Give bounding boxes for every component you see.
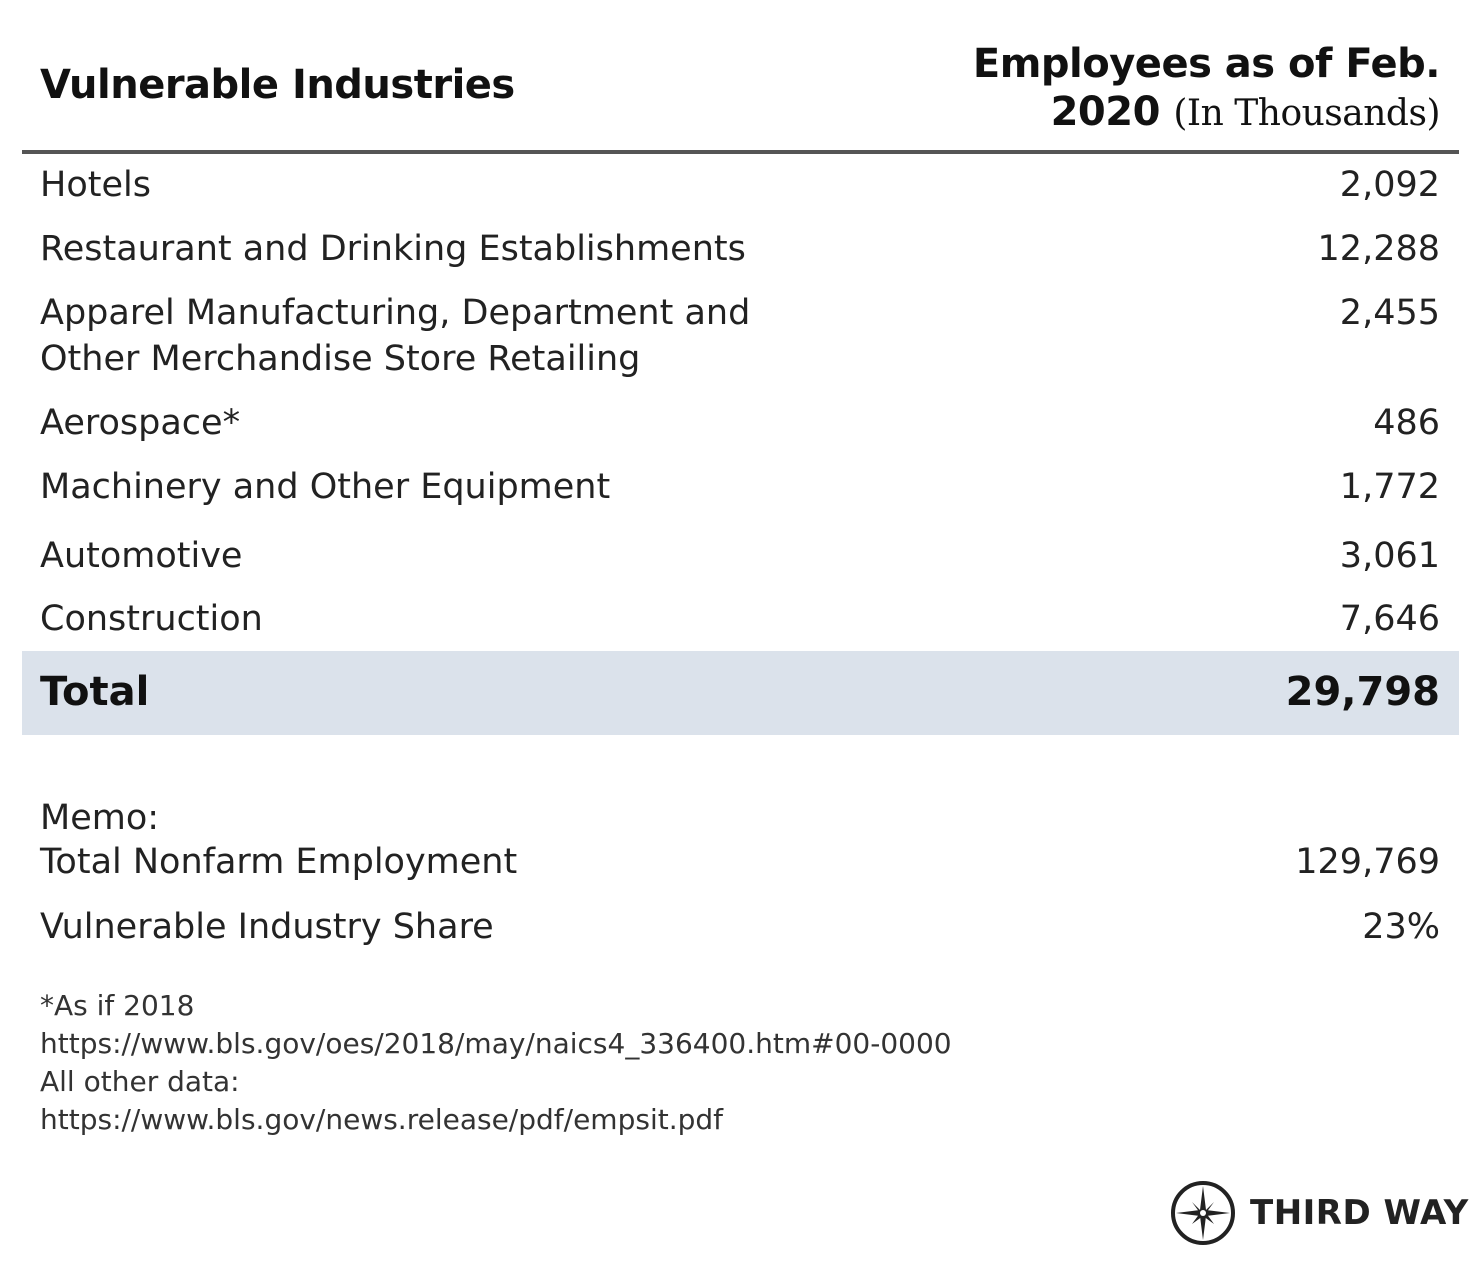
header-line-1: Employees as of Feb. (972, 41, 1441, 87)
row-value: 23% (1362, 907, 1440, 947)
row-value: 129,769 (1295, 842, 1440, 882)
row-label: Machinery and Other Equipment (40, 467, 611, 507)
row-value: 486 (1373, 403, 1440, 443)
column-header-employees: Employees as of Feb. 2020 (In Thousands) (972, 40, 1441, 138)
total-row: Total 29,798 (22, 651, 1459, 735)
logo-text: THIRD WAY (1250, 1193, 1469, 1233)
header-year: 2020 (1050, 89, 1161, 135)
source-link[interactable]: https://www.bls.gov/oes/2018/may/naics4_… (40, 1027, 952, 1060)
table-row: Construction 7,646 (40, 596, 1440, 642)
row-label: Construction (40, 599, 263, 639)
row-value: 2,092 (1339, 165, 1440, 205)
row-value: 1,772 (1339, 467, 1440, 507)
total-label: Total (40, 669, 150, 715)
row-label: Total Nonfarm Employment (40, 842, 518, 882)
row-label: Vulnerable Industry Share (40, 907, 494, 947)
row-label: Apparel Manufacturing, Department and Ot… (40, 293, 751, 379)
total-value: 29,798 (1285, 669, 1440, 715)
third-way-logo: THIRD WAY (1170, 1180, 1469, 1246)
table-row: Hotels 2,092 (40, 162, 1440, 208)
footnote: *As if 2018 (40, 989, 195, 1022)
source-link[interactable]: https://www.bls.gov/news.release/pdf/emp… (40, 1103, 724, 1136)
footnotes: *As if 2018 https://www.bls.gov/oes/2018… (40, 987, 952, 1139)
row-value: 2,455 (1339, 293, 1440, 333)
table-row: Automotive 3,061 (40, 533, 1440, 579)
row-label: Aerospace* (40, 403, 241, 443)
row-value: 3,061 (1339, 536, 1440, 576)
header-line-2: 2020 (In Thousands) (973, 88, 1441, 138)
table-row: Machinery and Other Equipment 1,772 (40, 464, 1440, 510)
memo-title-row: Memo: (40, 795, 1440, 841)
row-label: Hotels (40, 165, 151, 205)
header-units: (In Thousands) (1173, 93, 1440, 134)
table-row: Apparel Manufacturing, Department and Ot… (40, 290, 1440, 382)
column-header-industries: Vulnerable Industries (40, 62, 515, 108)
row-label: Restaurant and Drinking Establishments (40, 229, 746, 269)
row-label: Automotive (40, 536, 243, 576)
memo-row: Vulnerable Industry Share 23% (40, 904, 1440, 950)
memo-row: Total Nonfarm Employment 129,769 (40, 839, 1440, 885)
row-value: 7,646 (1339, 599, 1440, 639)
footnote: All other data: (40, 1065, 240, 1098)
table-row: Aerospace* 486 (40, 400, 1440, 446)
compass-star-icon (1171, 1181, 1235, 1245)
memo-title: Memo: (40, 798, 160, 838)
header-rule (22, 150, 1459, 154)
table-row: Restaurant and Drinking Establishments 12… (40, 226, 1440, 272)
row-value: 12,288 (1317, 229, 1440, 269)
